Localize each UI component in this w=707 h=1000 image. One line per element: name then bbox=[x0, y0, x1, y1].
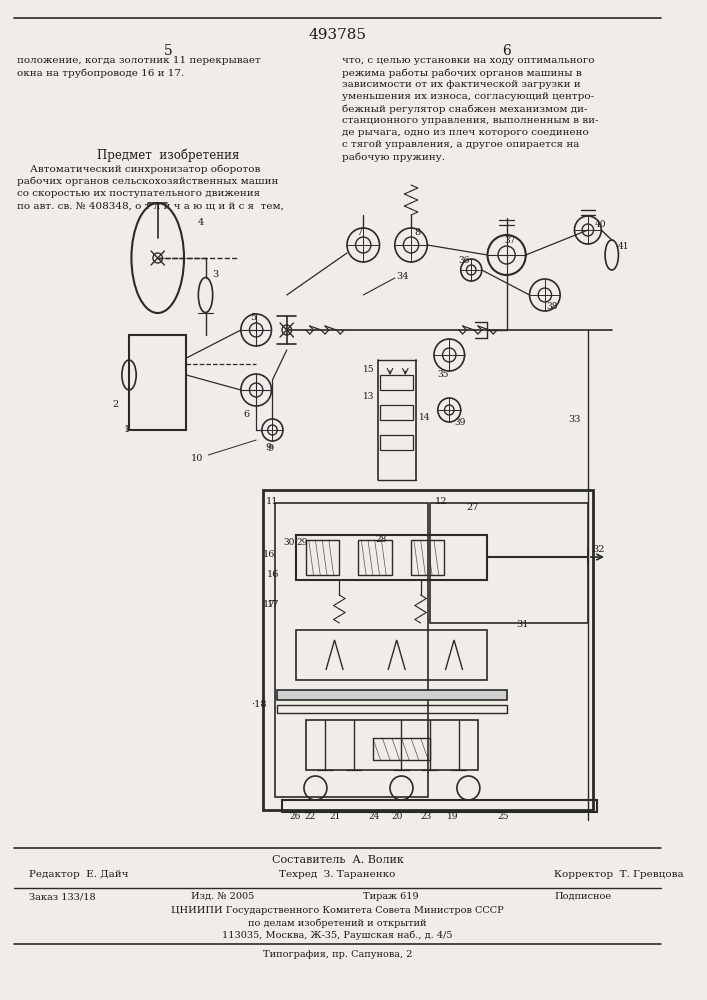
Bar bbox=[296, 535, 488, 580]
Bar bbox=[263, 490, 592, 810]
Text: 1: 1 bbox=[124, 425, 131, 434]
Text: 31: 31 bbox=[516, 620, 529, 629]
Text: Изд. № 2005: Изд. № 2005 bbox=[191, 892, 255, 901]
Text: 40: 40 bbox=[595, 220, 606, 229]
Text: Подписное: Подписное bbox=[554, 892, 612, 901]
Text: 8: 8 bbox=[414, 228, 420, 237]
Text: 17: 17 bbox=[267, 600, 279, 609]
Text: 21: 21 bbox=[329, 812, 341, 821]
Bar bbox=[306, 540, 339, 575]
Text: 38: 38 bbox=[547, 302, 558, 311]
Text: Тираж 619: Тираж 619 bbox=[363, 892, 419, 901]
Text: 23: 23 bbox=[421, 812, 432, 821]
Text: 28: 28 bbox=[375, 535, 387, 544]
Text: 17: 17 bbox=[263, 600, 275, 609]
Text: 14: 14 bbox=[419, 413, 430, 422]
Text: 34: 34 bbox=[397, 272, 409, 281]
Text: 493785: 493785 bbox=[308, 28, 366, 42]
Text: 4: 4 bbox=[198, 218, 204, 227]
Text: 13: 13 bbox=[363, 392, 375, 401]
Bar bbox=[277, 690, 507, 700]
Text: по делам изобретений и открытий: по делам изобретений и открытий bbox=[248, 918, 426, 928]
Bar bbox=[373, 738, 430, 760]
Text: 15: 15 bbox=[363, 365, 375, 374]
Bar bbox=[277, 705, 507, 713]
Text: Заказ 133/18: Заказ 133/18 bbox=[29, 892, 95, 901]
Text: 9: 9 bbox=[268, 444, 274, 453]
Text: 24: 24 bbox=[368, 812, 380, 821]
Text: 39: 39 bbox=[454, 418, 465, 427]
Text: 10: 10 bbox=[191, 454, 204, 463]
Text: Составитель  А. Волик: Составитель А. Волик bbox=[271, 855, 403, 865]
Bar bbox=[275, 503, 428, 797]
Text: 19: 19 bbox=[448, 812, 459, 821]
Text: 22: 22 bbox=[304, 812, 315, 821]
Text: 27: 27 bbox=[467, 503, 479, 512]
Text: 7: 7 bbox=[356, 228, 363, 237]
Text: положение, когда золотник 11 перекрывает: положение, когда золотник 11 перекрывает bbox=[17, 56, 261, 65]
Text: 20: 20 bbox=[392, 812, 403, 821]
Bar bbox=[380, 435, 413, 450]
Text: по авт. св. № 408348, о т л и ч а ю щ и й с я  тем,: по авт. св. № 408348, о т л и ч а ю щ и … bbox=[17, 201, 284, 210]
Text: рабочих органов сельскохозяйственных машин: рабочих органов сельскохозяйственных маш… bbox=[17, 177, 279, 186]
Text: 5: 5 bbox=[250, 313, 257, 322]
Text: ·18: ·18 bbox=[252, 700, 267, 709]
Text: Автоматический синхронизатор оборотов: Автоматический синхронизатор оборотов bbox=[17, 165, 261, 174]
Text: ЦНИИПИ Государственного Комитета Совета Министров СССР: ЦНИИПИ Государственного Комитета Совета … bbox=[171, 906, 504, 915]
Text: 2: 2 bbox=[113, 400, 119, 409]
Text: окна на трубопроводе 16 и 17.: окна на трубопроводе 16 и 17. bbox=[17, 68, 185, 78]
Text: рабочую пружину.: рабочую пружину. bbox=[342, 152, 445, 161]
Text: 6: 6 bbox=[502, 44, 511, 58]
Text: 35: 35 bbox=[438, 370, 449, 379]
Text: 37: 37 bbox=[505, 236, 516, 245]
Text: 25: 25 bbox=[497, 812, 508, 821]
Bar bbox=[380, 375, 413, 390]
Bar bbox=[430, 503, 588, 623]
Text: 32: 32 bbox=[592, 545, 605, 554]
Text: что, с целью установки на ходу оптимального: что, с целью установки на ходу оптимальн… bbox=[342, 56, 595, 65]
Text: 113035, Москва, Ж-35, Раушская наб., д. 4/5: 113035, Москва, Ж-35, Раушская наб., д. … bbox=[222, 930, 452, 940]
Text: зависимости от их фактической загрузки и: зависимости от их фактической загрузки и bbox=[342, 80, 581, 89]
Text: 26: 26 bbox=[290, 812, 301, 821]
Text: 6: 6 bbox=[244, 410, 250, 419]
Text: 33: 33 bbox=[568, 415, 581, 424]
Bar bbox=[282, 800, 597, 812]
Text: 11: 11 bbox=[266, 497, 279, 506]
Text: 3: 3 bbox=[212, 270, 218, 279]
Text: Корректор  Т. Гревцова: Корректор Т. Гревцова bbox=[554, 870, 684, 879]
Text: уменьшения их износа, согласующий центро-: уменьшения их износа, согласующий центро… bbox=[342, 92, 595, 101]
Text: со скоростью их поступательного движения: со скоростью их поступательного движения bbox=[17, 189, 260, 198]
Text: 30: 30 bbox=[283, 538, 294, 547]
Text: 41: 41 bbox=[617, 242, 629, 251]
Bar bbox=[380, 405, 413, 420]
Text: 29: 29 bbox=[296, 538, 308, 547]
Bar bbox=[129, 335, 187, 430]
Text: Предмет  изобретения: Предмет изобретения bbox=[97, 148, 240, 161]
Text: 9: 9 bbox=[266, 443, 272, 452]
Text: 16: 16 bbox=[263, 550, 275, 559]
Bar bbox=[358, 540, 392, 575]
Text: 36: 36 bbox=[459, 256, 470, 265]
Text: Типография, пр. Сапунова, 2: Типография, пр. Сапунова, 2 bbox=[263, 950, 412, 959]
Text: де рычага, одно из плеч которого соединено: де рычага, одно из плеч которого соедине… bbox=[342, 128, 589, 137]
Text: станционного управления, выполненным в ви-: станционного управления, выполненным в в… bbox=[342, 116, 599, 125]
Text: Редактор  Е. Дайч: Редактор Е. Дайч bbox=[29, 870, 128, 879]
Text: 12: 12 bbox=[435, 497, 448, 506]
Bar bbox=[296, 630, 488, 680]
Text: с тягой управления, а другое опирается на: с тягой управления, а другое опирается н… bbox=[342, 140, 580, 149]
Text: режима работы рабочих органов машины в: режима работы рабочих органов машины в bbox=[342, 68, 582, 78]
Bar bbox=[306, 720, 478, 770]
Bar bbox=[411, 540, 445, 575]
Text: 5: 5 bbox=[164, 44, 173, 58]
Text: 16: 16 bbox=[267, 570, 279, 579]
Text: Техред  З. Тараненко: Техред З. Тараненко bbox=[279, 870, 396, 879]
Text: бежный регулятор снабжен механизмом ди-: бежный регулятор снабжен механизмом ди- bbox=[342, 104, 588, 113]
